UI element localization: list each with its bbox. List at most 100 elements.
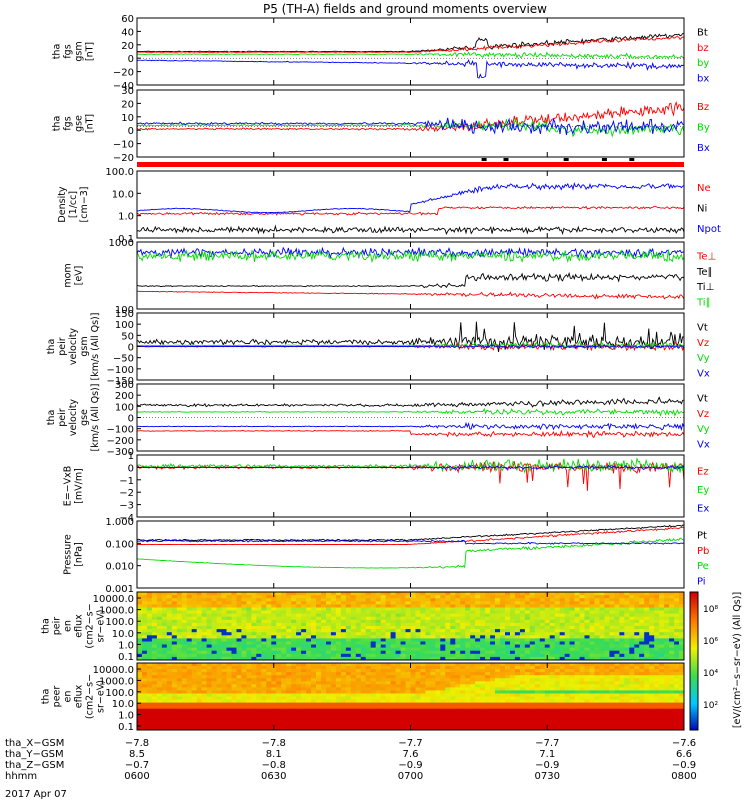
heatmap-cell <box>286 727 292 731</box>
heatmap-cell <box>311 672 317 676</box>
heatmap-cell <box>569 687 575 691</box>
heatmap-cell <box>261 653 267 658</box>
heatmap-cell <box>480 714 486 719</box>
heatmap-cell <box>236 644 242 648</box>
heatmap-cell <box>321 681 327 685</box>
heatmap-cell <box>589 672 595 676</box>
heatmap-cell <box>450 622 456 627</box>
heatmap-cell <box>470 666 476 670</box>
heatmap-cell <box>425 675 431 679</box>
heatmap-cell <box>644 672 650 676</box>
heatmap-cell <box>669 607 675 611</box>
heatmap-cell <box>241 638 247 642</box>
heatmap-cell <box>211 684 217 688</box>
heatmap-cell <box>495 678 501 682</box>
heatmap-cell <box>440 632 446 636</box>
heatmap-cell <box>440 727 446 731</box>
heatmap-cell <box>246 708 252 713</box>
heatmap-cell <box>276 595 282 599</box>
heatmap-cell <box>584 635 590 639</box>
heatmap-cell <box>559 592 566 596</box>
series-line-green <box>136 407 685 417</box>
heatmap-cell <box>385 669 391 673</box>
heatmap-cell <box>340 675 347 679</box>
heatmap-cell <box>261 616 267 621</box>
heatmap-cell <box>609 632 615 636</box>
heatmap-cell <box>142 653 148 658</box>
heatmap-cell <box>524 678 531 682</box>
heatmap-cell <box>211 644 217 648</box>
heatmap-cell <box>644 708 650 713</box>
heatmap-cell <box>564 666 571 670</box>
heatmap-cell <box>340 684 347 688</box>
heatmap-cell <box>355 641 362 645</box>
legend-entry: Ni <box>697 204 707 215</box>
heatmap-cell <box>669 650 675 655</box>
heatmap-cell <box>475 601 481 605</box>
heatmap-cell <box>644 675 650 679</box>
heatmap-cell <box>634 714 640 719</box>
heatmap-cell <box>485 711 491 716</box>
heatmap-cell <box>271 598 277 602</box>
heatmap-cell <box>276 601 282 605</box>
heatmap-cell <box>644 635 650 639</box>
heatmap-cell <box>405 622 411 627</box>
series-line-black <box>136 396 684 408</box>
heatmap-cell <box>186 644 193 648</box>
heatmap-cell <box>604 656 610 661</box>
heatmap-cell <box>186 669 193 673</box>
heatmap-cell <box>211 678 217 682</box>
heatmap-cell <box>495 653 501 658</box>
heatmap-cell <box>296 690 302 694</box>
heatmap-cell <box>166 647 173 652</box>
heatmap-cell <box>236 650 242 655</box>
heatmap-cell <box>375 687 382 691</box>
heatmap-cell <box>649 604 655 608</box>
heatmap-cell <box>350 601 357 605</box>
heatmap-cell <box>559 619 566 624</box>
heatmap-cell <box>226 632 232 636</box>
heatmap-cell <box>534 622 541 627</box>
heatmap-cell <box>490 598 496 602</box>
heatmap-cell <box>171 672 178 676</box>
heatmap-cell <box>201 638 207 642</box>
heatmap-cell <box>589 656 595 661</box>
heatmap-cell <box>619 641 625 645</box>
heatmap-cell <box>395 687 401 691</box>
heatmap-cell <box>176 714 183 719</box>
heatmap-cell <box>435 708 441 713</box>
heatmap-cell <box>161 723 168 728</box>
heatmap-cell <box>330 653 337 658</box>
heatmap-cell <box>176 595 183 599</box>
heatmap-cell <box>142 723 148 728</box>
heatmap-cell <box>206 604 212 608</box>
heatmap-cell <box>355 723 362 728</box>
heatmap-cell <box>614 638 620 642</box>
heatmap-cell <box>505 681 511 685</box>
heatmap-cell <box>296 663 302 667</box>
heatmap-cell <box>236 711 242 716</box>
heatmap-cell <box>350 622 357 627</box>
heatmap-cell <box>475 699 481 703</box>
heatmap-cell <box>485 708 491 713</box>
heatmap-cell <box>475 604 481 608</box>
heatmap-cell <box>291 669 297 673</box>
heatmap-cell <box>460 669 466 673</box>
heatmap-cell <box>510 653 516 658</box>
heatmap-cell <box>589 675 595 679</box>
heatmap-cell <box>340 650 347 655</box>
heatmap-cell <box>639 711 645 716</box>
heatmap-cell <box>246 663 252 667</box>
heatmap-cell <box>385 717 391 722</box>
heatmap-cell <box>579 619 585 624</box>
heatmap-cell <box>579 675 585 679</box>
heatmap-cell <box>614 607 620 611</box>
heatmap-cell <box>514 647 521 652</box>
heatmap-cell <box>500 604 506 608</box>
heatmap-cell <box>345 601 352 605</box>
heatmap-cell <box>589 653 595 658</box>
heatmap-cell <box>450 610 456 614</box>
heatmap-cell <box>261 604 267 608</box>
heatmap-cell <box>624 690 630 694</box>
